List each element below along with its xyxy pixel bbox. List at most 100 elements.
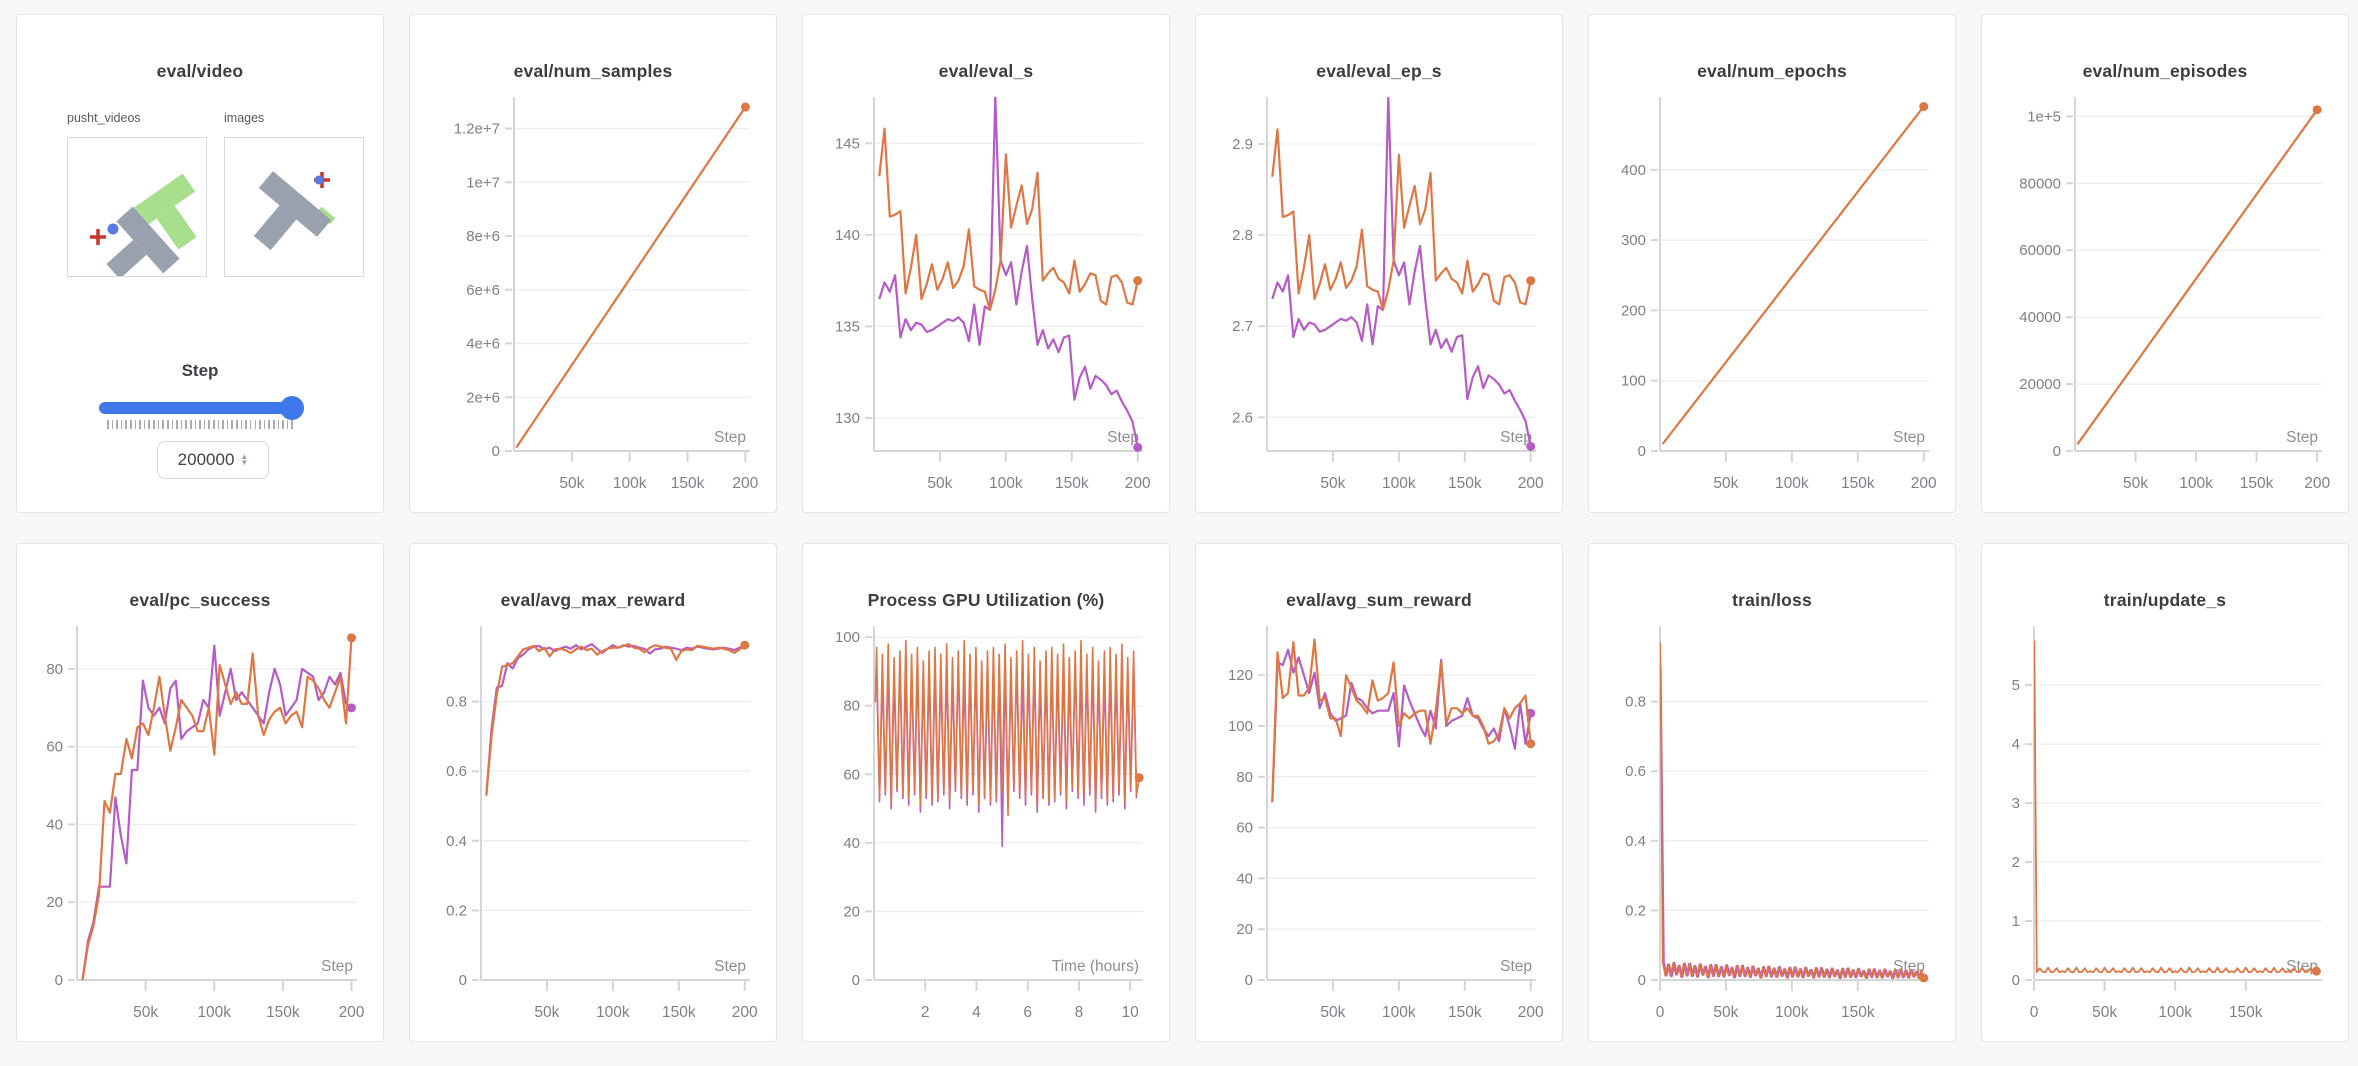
svg-text:50k: 50k [2123, 475, 2148, 492]
media-label-images: images [224, 111, 265, 125]
svg-text:80: 80 [46, 661, 63, 678]
svg-text:200: 200 [1125, 475, 1151, 492]
svg-text:8: 8 [1075, 1004, 1084, 1021]
panel-title: Process GPU Utilization (%) [867, 590, 1105, 610]
svg-text:200: 200 [1518, 475, 1544, 492]
svg-text:100: 100 [1621, 373, 1646, 390]
svg-text:150k: 150k [1448, 475, 1482, 492]
step-increment-icon[interactable]: ▲ [240, 452, 249, 461]
svg-text:3: 3 [2012, 795, 2020, 812]
svg-text:50k: 50k [1320, 475, 1345, 492]
svg-text:20: 20 [843, 903, 860, 920]
svg-text:40: 40 [1236, 870, 1253, 887]
svg-text:100k: 100k [197, 1004, 231, 1021]
panel-title: eval/num_epochs [1697, 61, 1847, 81]
svg-text:50k: 50k [2092, 1004, 2117, 1021]
chart-canvas-num-episodes[interactable]: 0 20000 40000 60000 80000 1e+5 50k 100k 150k 200 S… [1982, 15, 2348, 512]
svg-text:60: 60 [46, 739, 63, 756]
svg-text:60: 60 [1236, 820, 1253, 837]
panel-title: eval/avg_max_reward [500, 590, 686, 610]
svg-text:6: 6 [1023, 1004, 1032, 1021]
svg-text:0: 0 [2030, 1004, 2039, 1021]
chart-canvas-pc-success[interactable]: 0 20 40 60 80 50k 100k 150k 200 Step [17, 544, 383, 1041]
svg-text:300: 300 [1621, 232, 1646, 249]
svg-text:50k: 50k [927, 475, 952, 492]
svg-text:4: 4 [972, 1004, 981, 1021]
chart-canvas-num-samples[interactable]: 0 2e+6 4e+6 6e+6 8e+6 1e+7 1.2e+7 50k 100k 150k 20… [410, 15, 776, 512]
chart-canvas-train-update-s[interactable]: 0 1 2 3 4 5 0 50k 100k 150k Step [1982, 544, 2348, 1041]
chart-canvas-eval-ep-s[interactable]: 2.6 2.7 2.8 2.9 50k 100k 150k 200 Step [1196, 15, 1562, 512]
svg-text:2.6: 2.6 [1232, 409, 1253, 426]
svg-text:Step: Step [321, 958, 353, 975]
step-value[interactable]: 200000 [177, 450, 235, 469]
svg-text:150k: 150k [1055, 475, 1089, 492]
svg-text:2.9: 2.9 [1232, 136, 1253, 153]
panel-eval-avg-max-reward: 0 0.2 0.4 0.6 0.8 50k 100k 150k 200 Step eval/avg… [409, 543, 777, 1042]
svg-text:Step: Step [1500, 429, 1532, 446]
svg-text:200: 200 [732, 1004, 758, 1021]
svg-text:Step: Step [1107, 429, 1139, 446]
agent-dot-icon [314, 175, 324, 185]
step-slider-thumb[interactable] [280, 396, 304, 420]
svg-text:1: 1 [2012, 913, 2020, 930]
dashboard-grid: eval/video pusht_videos images [16, 14, 2349, 1042]
svg-text:150k: 150k [266, 1004, 300, 1021]
svg-text:0: 0 [459, 972, 467, 989]
svg-text:40: 40 [46, 816, 63, 833]
chart-canvas-eval-s[interactable]: 130 135 140 145 50k 100k 150k 200 Step [803, 15, 1169, 512]
svg-text:200: 200 [1518, 1004, 1544, 1021]
svg-text:50k: 50k [534, 1004, 559, 1021]
panel-eval-num-epochs: 0 100 200 300 400 50k 100k 150k 200 Step eval/num… [1588, 14, 1956, 513]
images-frame [253, 171, 336, 251]
svg-text:50k: 50k [559, 475, 584, 492]
agent-dot-icon [107, 223, 119, 235]
chart-canvas-num-epochs[interactable]: 0 100 200 300 400 50k 100k 150k 200 Step [1589, 15, 1955, 512]
panel-gpu-utilization: 0 20 40 60 80 100 2 4 6 8 10 Time (hours) Process G… [802, 543, 1170, 1042]
svg-text:130: 130 [835, 410, 860, 427]
step-number-input[interactable]: 200000 ▲ ▼ [157, 441, 269, 479]
svg-text:10: 10 [1122, 1004, 1140, 1021]
svg-text:2.8: 2.8 [1232, 227, 1253, 244]
svg-text:2: 2 [921, 1004, 930, 1021]
step-decrement-icon[interactable]: ▼ [240, 458, 249, 467]
svg-text:0: 0 [55, 972, 63, 989]
svg-text:0.2: 0.2 [446, 902, 467, 919]
panel-eval-avg-sum-reward: 0 20 40 60 80 100 120 50k 100k 150k 200 Step eval/a… [1195, 543, 1563, 1042]
svg-text:400: 400 [1621, 162, 1646, 179]
svg-text:100k: 100k [1382, 1004, 1416, 1021]
svg-text:150k: 150k [662, 1004, 696, 1021]
step-slider[interactable] [99, 396, 304, 420]
video-thumbnail-pusht[interactable] [67, 137, 207, 279]
svg-text:200: 200 [339, 1004, 365, 1021]
svg-text:2.7: 2.7 [1232, 318, 1253, 335]
svg-text:Step: Step [1500, 958, 1532, 975]
svg-text:1e+5: 1e+5 [2027, 108, 2061, 125]
chart-canvas-gpu-utilization[interactable]: 0 20 40 60 80 100 2 4 6 8 10 Time (hours) [803, 544, 1169, 1041]
svg-text:0.2: 0.2 [1625, 902, 1646, 919]
svg-text:100k: 100k [2179, 475, 2213, 492]
svg-text:100: 100 [1228, 718, 1253, 735]
svg-text:100k: 100k [989, 475, 1023, 492]
svg-text:200: 200 [732, 475, 758, 492]
svg-text:0: 0 [1656, 1004, 1665, 1021]
svg-text:200: 200 [1911, 475, 1937, 492]
svg-text:60: 60 [843, 766, 860, 783]
svg-text:50k: 50k [1713, 1004, 1738, 1021]
chart-canvas-avg-max-reward[interactable]: 0 0.2 0.4 0.6 0.8 50k 100k 150k 200 Step [410, 544, 776, 1041]
svg-text:1.2e+7: 1.2e+7 [454, 121, 500, 138]
svg-text:150k: 150k [2240, 475, 2274, 492]
svg-text:4e+6: 4e+6 [466, 336, 500, 353]
panel-eval-video: eval/video pusht_videos images [16, 14, 384, 513]
svg-text:1e+7: 1e+7 [466, 174, 500, 191]
svg-text:50k: 50k [133, 1004, 158, 1021]
panel-train-loss: 0 0.2 0.4 0.6 0.8 0 50k 100k 150k Step train/loss [1588, 543, 1956, 1042]
svg-text:0: 0 [492, 443, 500, 460]
video-thumbnail-images[interactable] [224, 137, 364, 277]
svg-text:100k: 100k [596, 1004, 630, 1021]
chart-canvas-avg-sum-reward[interactable]: 0 20 40 60 80 100 120 50k 100k 150k 200 Step [1196, 544, 1562, 1041]
panel-title: eval/avg_sum_reward [1286, 590, 1472, 610]
svg-text:0: 0 [1638, 972, 1646, 989]
panel-title: eval/pc_success [129, 590, 271, 610]
svg-text:0: 0 [2012, 972, 2020, 989]
